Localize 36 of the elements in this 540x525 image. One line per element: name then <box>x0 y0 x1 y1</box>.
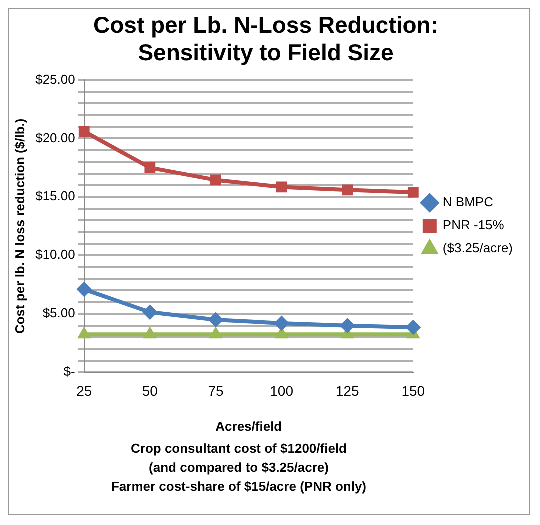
y-tick-label: $5.00 <box>42 306 76 321</box>
point <box>342 184 354 196</box>
chart-title: Cost per Lb. N-Loss Reduction: Sensitivity to Field Size <box>94 12 438 66</box>
point <box>144 327 157 339</box>
y-tick-label: $20.00 <box>36 130 76 146</box>
text: (and compared to $3.25/acre) <box>148 459 330 477</box>
text: Farmer cost-share of $15/acre (PNR only) <box>110 478 368 496</box>
legend-label: N BMPC <box>442 194 494 210</box>
text: Crop consultant cost of $1200/field <box>130 440 348 458</box>
y-tick-label: $25.00 <box>36 72 76 87</box>
x-tick-label: 150 <box>402 382 426 399</box>
point <box>276 182 288 193</box>
y-tick-label: $10.00 <box>36 247 76 262</box>
point <box>408 187 419 198</box>
point <box>76 282 92 298</box>
x-tick-label: 75 <box>208 382 224 399</box>
legend-label: PNR -15% <box>442 218 505 233</box>
y-tick-label: $- <box>64 364 76 380</box>
point <box>210 174 222 186</box>
point <box>209 327 223 339</box>
point <box>274 316 290 331</box>
point <box>208 312 224 328</box>
y-axis-title: Cost per lb. N loss reduction ($/lb.) <box>12 118 28 334</box>
x-tick-label: 125 <box>336 382 360 399</box>
x-axis-title: Acres/field <box>216 418 282 434</box>
y-tick-label: $15.00 <box>36 188 76 204</box>
x-tick-label: 25 <box>76 382 92 399</box>
legend-label: ($3.25/acre) <box>442 240 514 256</box>
point <box>78 126 90 138</box>
x-tick-label: 100 <box>270 382 294 399</box>
point <box>142 304 158 320</box>
point <box>340 318 356 334</box>
x-tick-label: 50 <box>142 382 158 399</box>
point <box>144 162 156 174</box>
point <box>78 327 91 339</box>
point <box>406 320 421 336</box>
